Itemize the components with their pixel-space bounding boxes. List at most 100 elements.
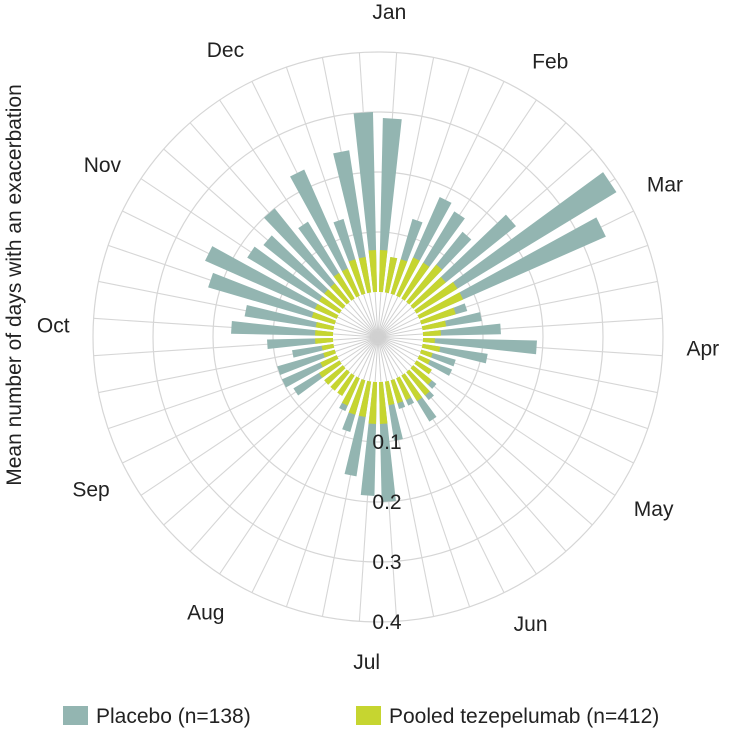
tezepelumab-bar [319,296,342,314]
month-label-feb: Feb [532,50,568,73]
center-spoke [337,316,379,338]
tezepelumab-bar [401,373,423,402]
tezepelumab-bar [341,268,360,298]
tezepelumab-bar [422,330,441,336]
labels-layer: Jan Feb Mar Apr May Jun Jul Aug Sep Oct Nov Dec 0.1 0… [37,1,719,674]
tezepelumab-bar [324,289,346,309]
center-spoke [377,302,409,338]
grid-ring [152,111,604,563]
placebo-bar [263,208,350,305]
tezepelumab-bar [417,292,464,319]
tezepelumab-bar [323,349,337,358]
center-spoke [377,294,393,338]
tezepelumab-bar [321,343,335,351]
tezepelumab-bar [414,282,458,314]
center-spokes [333,292,423,382]
tezepelumab-bar [337,373,355,396]
tezepelumab-bar [319,360,342,378]
center-spoke [337,336,379,358]
legend-label-tezepelumab: Pooled tezepelumab (n=412) [389,705,659,728]
tezepelumab-bar [417,355,431,365]
legend: Placebo (n=138) Pooled tezepelumab (n=41… [63,705,659,728]
tezepelumab-bar [419,349,433,358]
month-label-sep: Sep [72,479,109,502]
tezepelumab-bar [390,259,408,296]
placebo-bar [353,112,377,293]
tezepelumab-bar [421,343,441,352]
tezepelumab-bar [384,380,395,406]
tezepelumab-bar [410,276,446,309]
tezepelumab-bar [396,376,412,401]
tezepelumab-bar [368,381,377,424]
placebo-bar [205,246,339,319]
center-spoke [377,292,388,338]
center-spoke [357,336,379,378]
center-spoke [377,299,404,338]
center-spoke [340,336,379,363]
center-spoke [377,336,421,352]
center-spoke [377,336,423,347]
month-label-may: May [634,498,674,521]
placebo-bar [422,338,537,355]
center-spoke [377,336,399,378]
r-tick-label: 0.3 [372,551,401,574]
tezepelumab-bar [358,380,372,418]
legend-swatch-placebo [63,706,88,725]
center-spoke [377,336,419,358]
bars-layer [205,112,617,502]
placebo-bar [422,323,501,336]
tezepelumab-bar [348,378,366,415]
placebo-bar [208,272,337,325]
month-label-jun: Jun [514,613,548,636]
center-spoke [368,292,379,338]
tezepelumab-bar [419,307,456,325]
center-spoke [357,296,379,338]
center-spoke [333,336,379,347]
center-spoke [377,336,423,341]
placebo-bar [333,150,372,294]
center-spoke [377,336,388,382]
center-spoke [377,336,413,368]
center-spoke [374,336,379,382]
tezepelumab-bar [320,355,339,368]
month-label-apr: Apr [686,337,719,360]
center-spoke [343,336,379,368]
center-spoke [377,327,423,338]
month-label-nov: Nov [84,154,122,177]
month-label-mar: Mar [647,173,683,196]
center-spoke [347,336,379,372]
center-spoke [377,322,421,338]
y-axis-label: Mean number of days with an exacerbation [3,84,26,486]
center-spoke [374,292,379,338]
center-spoke [377,336,393,380]
tezepelumab-bar [341,376,360,406]
tezepelumab-bar [324,365,346,385]
placebo-bar [244,304,335,331]
tezepelumab-bar [396,257,420,298]
r-tick-label: 0.1 [372,431,401,454]
tezepelumab-bar [358,256,372,294]
tezepelumab-bar [315,322,335,331]
center-spoke [377,333,423,338]
tezepelumab-bar [384,256,398,294]
tezepelumab-bar [379,381,388,424]
tezepelumab-bar [401,262,430,301]
center-spoke [335,336,379,352]
placebo-bar [417,217,606,319]
placebo-bar [247,246,342,314]
center-spoke [363,336,379,380]
center-spoke [368,336,379,382]
center-spoke [377,296,399,338]
placebo-bar [290,169,360,298]
tezepelumab-bar [379,250,388,293]
center-spoke [377,336,416,363]
placebo-bar [263,235,346,309]
legend-swatch-tezepelumab [356,706,381,725]
center-spoke [352,299,379,338]
r-tick-label: 0.2 [372,491,401,514]
center-spoke [333,333,379,338]
tezepelumab-bar [410,365,432,385]
center-spoke [347,302,379,338]
tezepelumab-bar [390,378,403,404]
